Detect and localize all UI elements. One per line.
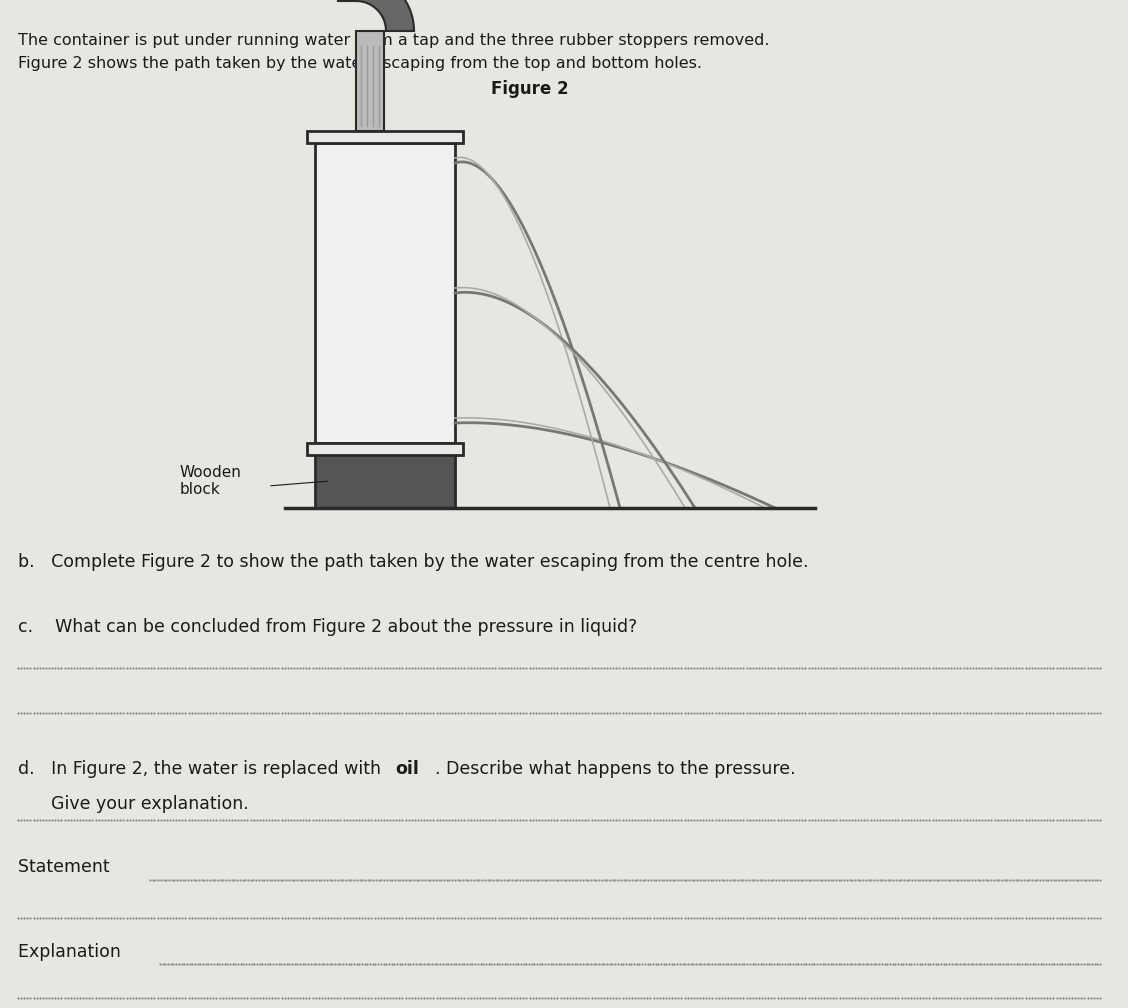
Bar (315, 443, 455, 508)
Text: b.   Complete Figure 2 to show the path taken by the water escaping from the cen: b. Complete Figure 2 to show the path ta… (18, 553, 809, 571)
Text: Give your explanation.: Give your explanation. (18, 795, 249, 813)
Text: Explanation: Explanation (18, 943, 126, 961)
Bar (307, 443, 462, 455)
Text: Wooden
block: Wooden block (180, 465, 241, 497)
Bar (307, 131, 462, 143)
Bar (315, 143, 455, 443)
Text: Figure 2 shows the path taken by the water escaping from the top and bottom hole: Figure 2 shows the path taken by the wat… (18, 56, 702, 71)
Text: d.   In Figure 2, the water is replaced with: d. In Figure 2, the water is replaced wi… (18, 760, 387, 778)
Text: oil: oil (395, 760, 418, 778)
Text: c.    What can be concluded from Figure 2 about the pressure in liquid?: c. What can be concluded from Figure 2 a… (18, 618, 637, 636)
Text: Figure 2: Figure 2 (491, 80, 569, 98)
Text: Statement: Statement (18, 858, 115, 876)
Text: . Describe what happens to the pressure.: . Describe what happens to the pressure. (435, 760, 795, 778)
Polygon shape (356, 0, 414, 31)
Bar (356, 31, 384, 131)
Text: The container is put under running water from a tap and the three rubber stopper: The container is put under running water… (18, 33, 769, 48)
